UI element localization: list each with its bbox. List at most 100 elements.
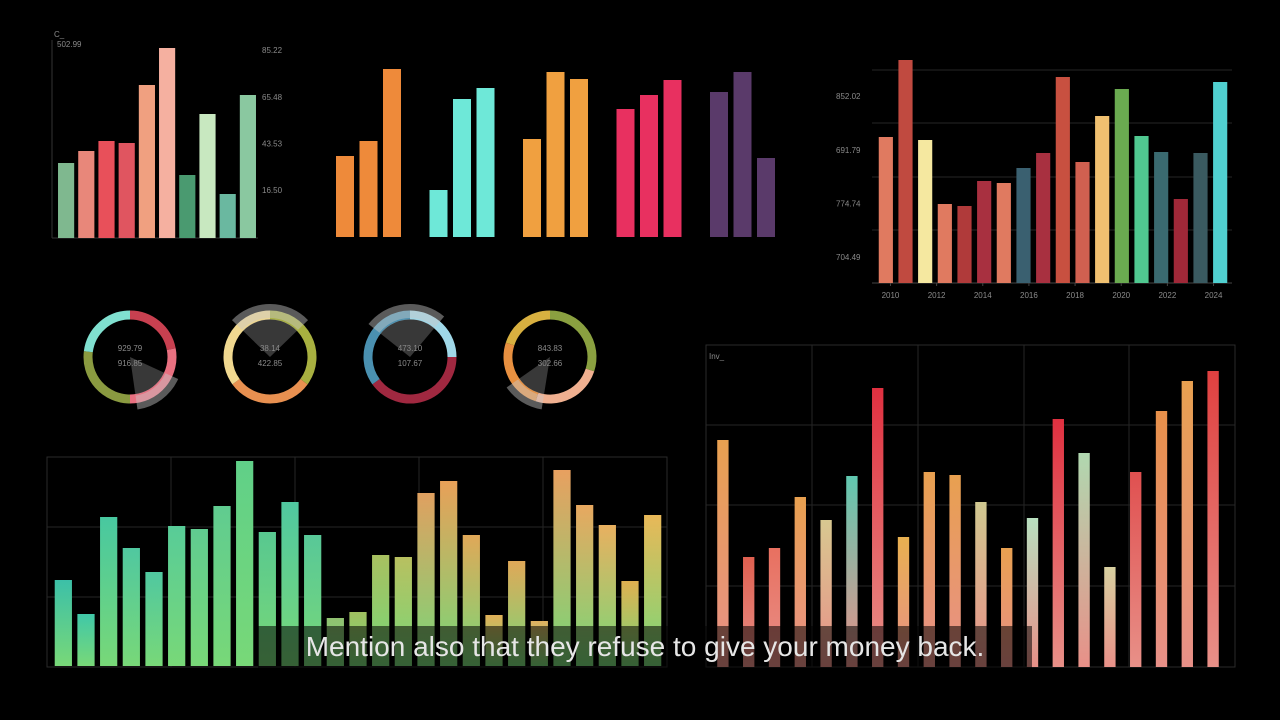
axis-label: 852.02 xyxy=(836,92,861,101)
highlight xyxy=(242,319,298,357)
bar xyxy=(918,140,933,283)
bar xyxy=(937,204,952,283)
bar xyxy=(757,158,775,237)
bar xyxy=(179,175,196,238)
bar xyxy=(138,85,155,238)
bar xyxy=(476,88,495,237)
bar xyxy=(1130,472,1142,667)
x-tick-label: 2018 xyxy=(1066,291,1084,300)
bar xyxy=(1207,371,1219,667)
donut-label: 107.67 xyxy=(398,359,423,368)
bar xyxy=(1181,381,1193,667)
bar xyxy=(996,183,1011,283)
donut-segment xyxy=(129,310,176,351)
bar xyxy=(897,537,910,667)
bar xyxy=(794,497,806,667)
bar xyxy=(100,517,118,666)
bar xyxy=(898,60,913,283)
x-tick-label: 2010 xyxy=(882,291,900,300)
bar xyxy=(159,48,176,238)
bar xyxy=(77,614,95,666)
donut-label: 929.79 xyxy=(118,344,143,353)
bar xyxy=(1114,89,1129,283)
bar xyxy=(1026,518,1039,667)
bar xyxy=(1001,548,1013,667)
bar xyxy=(546,72,565,237)
bar xyxy=(1078,453,1090,667)
bar xyxy=(190,529,208,666)
bar xyxy=(1213,82,1228,283)
bar xyxy=(576,505,594,666)
x-tick-label: 2022 xyxy=(1158,291,1176,300)
bar xyxy=(98,141,115,238)
bar xyxy=(743,557,755,667)
donut-label: 422.85 xyxy=(258,359,283,368)
donut-segment xyxy=(372,356,457,404)
donut-label: 38.14 xyxy=(260,344,281,353)
bar xyxy=(336,156,354,237)
donut-segment xyxy=(223,310,271,385)
donut-segment xyxy=(83,310,131,353)
donut-segment xyxy=(549,310,597,372)
donut-segment xyxy=(535,368,595,404)
highlight xyxy=(130,357,165,395)
bar xyxy=(640,95,658,237)
bar xyxy=(1055,77,1070,283)
bar xyxy=(54,580,72,666)
bar xyxy=(717,440,729,667)
bar xyxy=(417,493,435,666)
x-tick-label: 2014 xyxy=(974,291,992,300)
bar xyxy=(1154,152,1169,283)
bar xyxy=(281,502,299,666)
axis-label: 43.53 xyxy=(262,140,283,149)
bar xyxy=(570,79,588,237)
highlight xyxy=(231,304,309,331)
bar xyxy=(710,92,728,237)
donut-segment xyxy=(232,378,308,404)
chart-title: C_ xyxy=(54,30,65,39)
x-tick-label: 2024 xyxy=(1205,291,1223,300)
bar xyxy=(768,548,781,667)
axis-label: 65.48 xyxy=(262,93,283,102)
bar xyxy=(1016,168,1031,283)
axis-label: 774.74 xyxy=(836,200,861,209)
axis-label: 704.49 xyxy=(836,253,861,262)
highlight xyxy=(380,319,435,357)
donut-segment xyxy=(503,342,539,402)
highlight xyxy=(135,372,179,410)
bar xyxy=(663,80,682,237)
bar xyxy=(553,470,571,666)
bar xyxy=(733,72,752,237)
donut-segment xyxy=(363,310,411,385)
bar xyxy=(820,520,832,667)
bar xyxy=(1134,136,1149,283)
bar xyxy=(440,481,458,666)
corner-label: 502.99 xyxy=(57,40,82,49)
donut-label: 916.85 xyxy=(118,359,143,368)
x-tick-label: 2020 xyxy=(1112,291,1130,300)
bar xyxy=(977,181,992,283)
bar xyxy=(213,506,231,666)
bar xyxy=(199,114,216,238)
bar xyxy=(118,143,135,238)
bar xyxy=(58,163,75,238)
highlight xyxy=(368,304,445,334)
bar xyxy=(923,472,935,667)
donut-label: 302.66 xyxy=(538,359,563,368)
bar xyxy=(429,190,448,237)
bar xyxy=(78,151,95,238)
bar xyxy=(145,572,163,666)
bar xyxy=(523,139,541,237)
bar xyxy=(872,388,884,667)
bar xyxy=(1075,162,1090,283)
bar xyxy=(383,69,401,237)
donut-label: 843.83 xyxy=(538,344,563,353)
caption: Mention also that they refuse to give yo… xyxy=(258,626,1032,668)
axis-label: 691.79 xyxy=(836,146,861,155)
bar xyxy=(1104,567,1116,667)
donut-label: 473.10 xyxy=(398,344,423,353)
donut-segment xyxy=(505,310,551,346)
bar xyxy=(1155,411,1168,667)
